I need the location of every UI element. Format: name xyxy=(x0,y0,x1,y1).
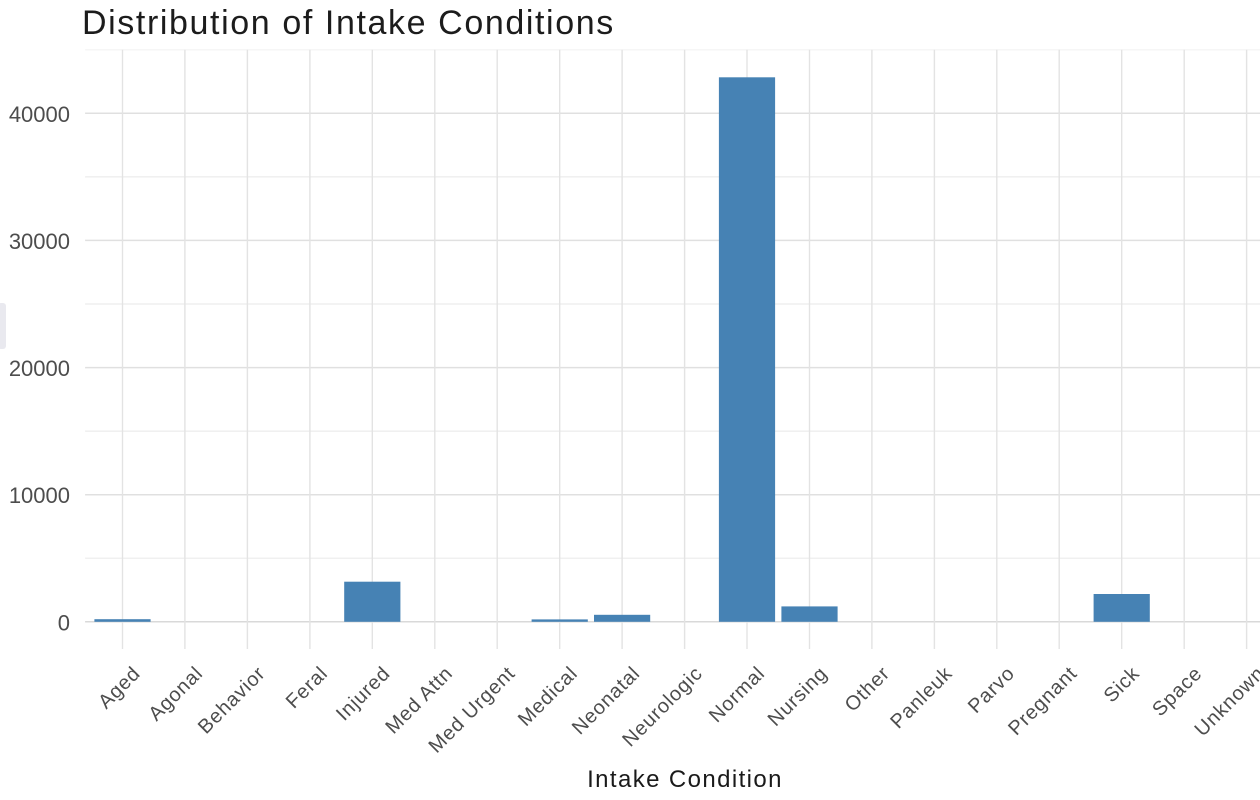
svg-text:40000: 40000 xyxy=(9,102,70,127)
svg-text:10000: 10000 xyxy=(9,483,70,508)
svg-text:30000: 30000 xyxy=(9,229,70,254)
svg-text:0: 0 xyxy=(58,610,70,635)
svg-text:Intake Condition: Intake Condition xyxy=(587,766,783,793)
svg-text:20000: 20000 xyxy=(9,356,70,381)
svg-text:Distribution of Intake Conditi: Distribution of Intake Conditions xyxy=(82,4,615,42)
